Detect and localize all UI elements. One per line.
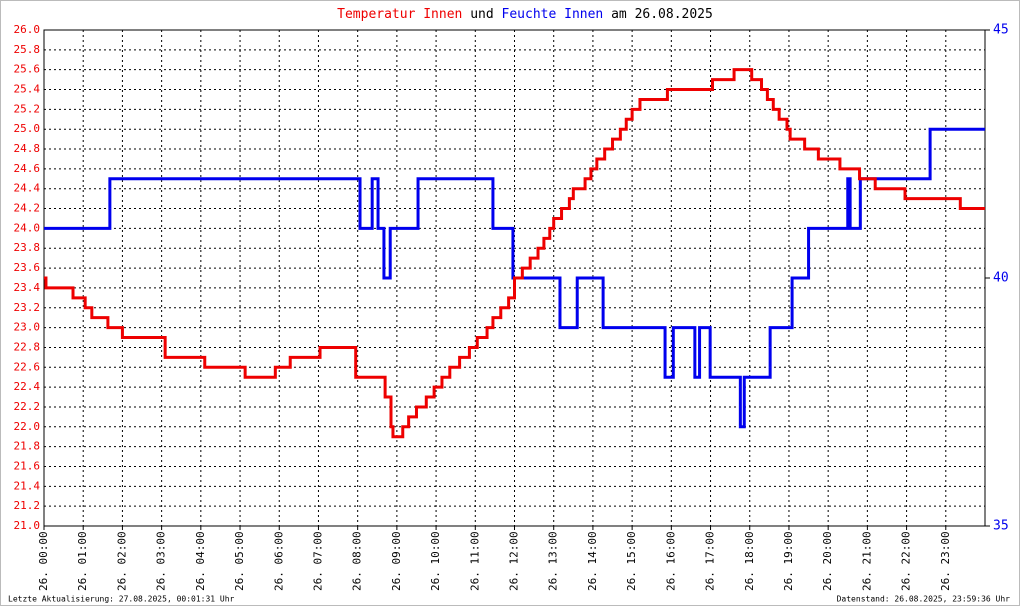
x-tick-label: 26. 11:00 <box>468 531 481 591</box>
y-tick-label: 23.8 <box>14 241 41 254</box>
x-tick-label: 26. 05:00 <box>233 531 246 591</box>
title-part: Temperatur Innen <box>337 7 462 22</box>
y-tick-label: 25.2 <box>14 102 41 115</box>
x-tick-label: 26. 00:00 <box>37 531 50 591</box>
x-tick-label: 26. 03:00 <box>155 531 168 591</box>
x-tick-label: 26. 18:00 <box>743 531 756 591</box>
x-tick-label: 26. 23:00 <box>939 531 952 591</box>
y2-tick-label: 40 <box>993 271 1009 286</box>
footer-left: Letzte Aktualisierung: 27.08.2025, 00:01… <box>8 595 235 604</box>
y-tick-label: 22.0 <box>14 420 41 433</box>
y-tick-label: 21.4 <box>14 479 41 492</box>
x-tick-label: 26. 01:00 <box>76 531 89 591</box>
y-tick-label: 24.4 <box>14 182 41 195</box>
series-line <box>44 127 985 429</box>
series-line <box>44 68 985 439</box>
y-tick-label: 26.0 <box>14 23 41 36</box>
x-tick-label: 26. 13:00 <box>547 531 560 591</box>
y-tick-label: 21.2 <box>14 499 41 512</box>
y-tick-label: 24.0 <box>14 221 41 234</box>
chart-title: Temperatur Innen und Feuchte Innen am 26… <box>337 7 713 22</box>
x-tick-label: 26. 22:00 <box>900 531 913 591</box>
x-tick-label: 26. 17:00 <box>704 531 717 591</box>
x-tick-label: 26. 21:00 <box>860 531 873 591</box>
x-tick-label: 26. 14:00 <box>586 531 599 591</box>
x-tick-label: 26. 10:00 <box>429 531 442 591</box>
title-part: am 26.08.2025 <box>611 7 713 22</box>
x-tick-label: 26. 16:00 <box>664 531 677 591</box>
y-tick-label: 23.2 <box>14 301 41 314</box>
x-tick-label: 26. 19:00 <box>782 531 795 591</box>
x-tick-label: 26. 12:00 <box>508 531 521 591</box>
y-tick-label: 21.6 <box>14 459 41 472</box>
title-part: und <box>470 7 493 22</box>
footer-right: Datenstand: 26.08.2025, 23:59:36 Uhr <box>837 595 1011 604</box>
y-tick-label: 24.8 <box>14 142 41 155</box>
y-tick-label: 24.2 <box>14 202 41 215</box>
y-tick-label: 22.2 <box>14 400 41 413</box>
title-part: Feuchte Innen <box>502 7 604 22</box>
y-tick-label: 25.6 <box>14 63 41 76</box>
x-tick-label: 26. 04:00 <box>194 531 207 591</box>
y-tick-label: 25.4 <box>14 83 41 96</box>
x-tick-label: 26. 06:00 <box>272 531 285 591</box>
y-tick-label: 22.4 <box>14 380 41 393</box>
y-tick-label: 24.6 <box>14 162 41 175</box>
x-tick-label: 26. 07:00 <box>311 531 324 591</box>
y-tick-label: 23.0 <box>14 321 41 334</box>
y2-tick-label: 35 <box>993 519 1009 534</box>
x-tick-label: 26. 20:00 <box>821 531 834 591</box>
x-tick-label: 26. 09:00 <box>390 531 403 591</box>
y-tick-label: 22.8 <box>14 340 41 353</box>
y-tick-label: 23.4 <box>14 281 41 294</box>
x-tick-label: 26. 02:00 <box>115 531 128 591</box>
y-tick-label: 23.6 <box>14 261 41 274</box>
x-tick-label: 26. 15:00 <box>625 531 638 591</box>
x-tick-label: 26. 08:00 <box>351 531 364 591</box>
y-tick-label: 22.6 <box>14 360 41 373</box>
y-tick-label: 21.0 <box>14 519 41 532</box>
y-tick-label: 25.0 <box>14 122 41 135</box>
y2-tick-label: 45 <box>993 23 1009 38</box>
y-tick-label: 21.8 <box>14 440 41 453</box>
y-tick-label: 25.8 <box>14 43 41 56</box>
